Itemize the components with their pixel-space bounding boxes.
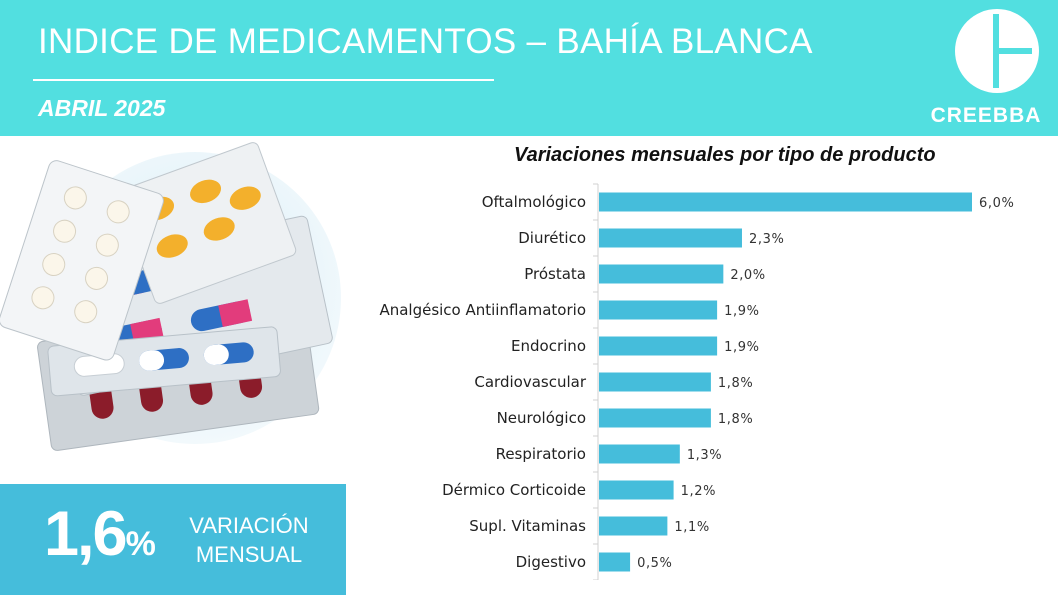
category-label: Neurológico: [497, 409, 586, 427]
bar: [599, 228, 742, 248]
medicine-pills-illustration: [0, 142, 341, 451]
data-label: 1,9%: [724, 340, 759, 355]
data-label: 1,3%: [687, 448, 722, 463]
category-label: Cardiovascular: [474, 373, 586, 391]
bar: [599, 480, 674, 500]
kpi-percent-sign: %: [125, 525, 156, 563]
category-label: Endocrino: [511, 337, 586, 355]
category-label: Supl. Vitaminas: [469, 517, 586, 535]
page-title: INDICE DE MEDICAMENTOS – BAHÍA BLANCA: [38, 22, 813, 61]
data-label: 6,0%: [979, 196, 1014, 211]
data-label: 1,9%: [724, 304, 759, 319]
data-label: 2,3%: [749, 232, 784, 247]
monthly-variation-label: VARIACIÓN MENSUAL: [176, 511, 322, 569]
logo-text: CREEBBA: [930, 104, 1042, 127]
bar: [599, 192, 972, 212]
monthly-variation-card: [0, 484, 346, 595]
category-label: Dérmico Corticoide: [442, 481, 586, 499]
data-label: 1,8%: [718, 376, 753, 391]
category-label: Oftalmológico: [482, 193, 586, 211]
bar: [599, 336, 718, 356]
creebba-logo-icon: [955, 9, 1039, 93]
kpi-label-line2: MENSUAL: [195, 542, 303, 567]
bar: [599, 300, 718, 320]
data-label: 1,8%: [718, 412, 753, 427]
bar: [599, 372, 711, 392]
bar: [599, 552, 631, 572]
data-label: 1,1%: [674, 520, 709, 535]
monthly-variation-value: 1,6%: [44, 503, 156, 566]
data-label: 0,5%: [637, 556, 672, 571]
variation-bar-chart: Oftalmológico Diurético Próstata Analgésico…: [379, 183, 1014, 580]
kpi-number: 1,6: [44, 499, 128, 569]
chart-title: Variaciones mensuales por tipo de produc…: [514, 144, 936, 166]
category-label: Diurético: [518, 229, 586, 247]
kpi-label-line1: VARIACIÓN: [189, 513, 309, 538]
category-label: Analgésico Antiinflamatorio: [379, 301, 586, 319]
bar: [599, 444, 680, 464]
category-label: Digestivo: [516, 553, 586, 571]
data-label: 1,2%: [681, 484, 716, 499]
category-label: Respiratorio: [496, 445, 586, 463]
category-label: Próstata: [524, 265, 586, 283]
bar: [599, 516, 668, 536]
title-divider: [33, 79, 494, 81]
page-subtitle: ABRIL 2025: [38, 95, 166, 121]
header-banner: INDICE DE MEDICAMENTOS – BAHÍA BLANCA AB…: [0, 0, 1058, 136]
bar: [599, 264, 724, 284]
bar: [599, 408, 711, 428]
data-label: 2,0%: [730, 268, 765, 283]
